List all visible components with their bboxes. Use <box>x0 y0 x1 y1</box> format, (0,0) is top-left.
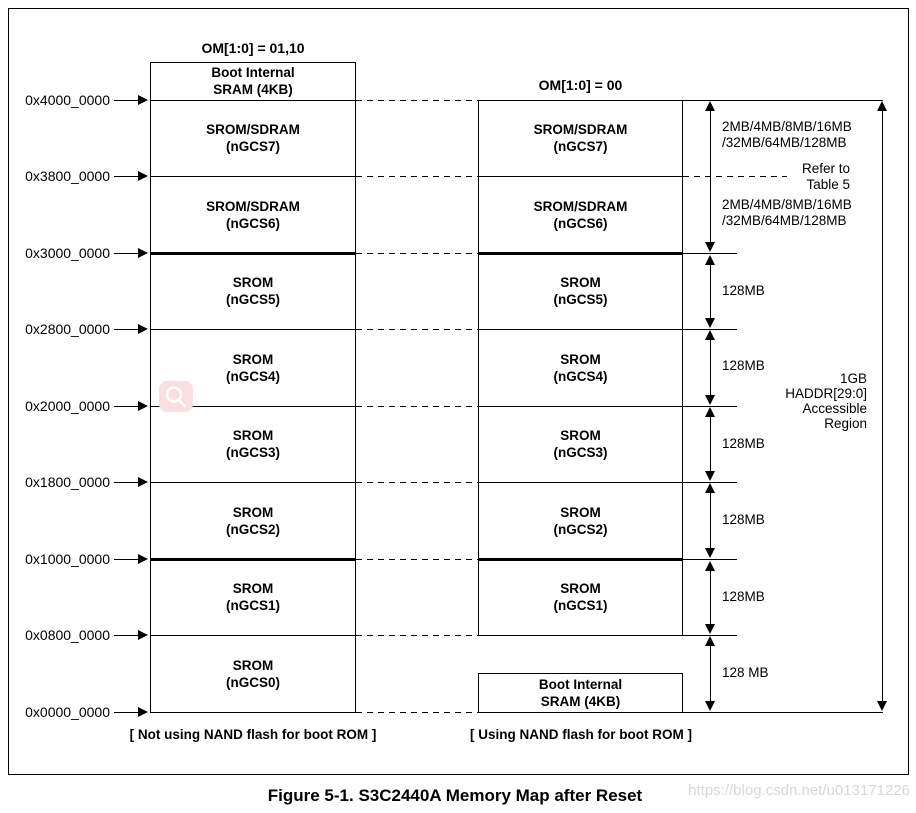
address-arrow <box>114 401 148 411</box>
address-arrow <box>114 171 148 181</box>
memory-cell-boot-sram-right: Boot Internal SRAM (4KB) <box>538 677 623 709</box>
dashed-extension-line <box>683 176 787 177</box>
address-label: 0x3000_0000 <box>25 245 110 261</box>
address-label: 0x3800_0000 <box>25 168 110 184</box>
dimension-arrow <box>705 101 715 252</box>
memory-cell-ngcs3-right: SROM (nGCS3) <box>553 428 608 460</box>
address-arrow <box>114 630 148 640</box>
boundary-line-bold <box>479 558 682 561</box>
memory-cell-ngcs7-left: SROM/SDRAM (nGCS7) <box>206 122 300 154</box>
address-arrow <box>114 95 148 105</box>
address-label: 0x4000_0000 <box>25 92 110 108</box>
dashed-connector <box>356 176 478 177</box>
tick-line <box>683 559 737 560</box>
tick-line <box>683 635 737 636</box>
dashed-connector <box>356 406 478 407</box>
dashed-connector <box>356 100 478 101</box>
memory-cell-ngcs1-right: SROM (nGCS1) <box>553 581 608 613</box>
boundary-line <box>151 406 355 407</box>
left-column-footer: [ Not using NAND flash for boot ROM ] <box>129 727 377 742</box>
boundary-line <box>151 176 355 177</box>
dimension-arrow <box>705 330 715 405</box>
dimension-arrow <box>705 561 715 634</box>
dashed-connector <box>356 253 478 254</box>
boundary-line-bold <box>479 252 682 255</box>
boundary-line-bold <box>151 252 355 255</box>
dimension-arrow <box>705 483 715 558</box>
tick-line <box>683 406 737 407</box>
dashed-connector <box>356 559 478 560</box>
bank-size-label: 128MB <box>722 283 765 298</box>
refer-to-table-note: Refer to Table 5 <box>801 161 850 192</box>
om-label-right: OM[1:0] = 00 <box>538 77 623 93</box>
left-memory-column <box>150 62 356 713</box>
memory-cell-ngcs2-left: SROM (nGCS2) <box>226 504 280 537</box>
boundary-line <box>479 176 682 177</box>
memory-cell-ngcs6-left: SROM/SDRAM (nGCS6) <box>206 198 300 231</box>
memory-cell-ngcs1-left: SROM (nGCS1) <box>226 581 280 613</box>
address-label: 0x1000_0000 <box>25 551 110 567</box>
size-label-ngcs6: 2MB/4MB/8MB/16MB /32MB/64MB/128MB <box>722 197 852 228</box>
address-arrow <box>114 324 148 334</box>
address-arrow <box>114 477 148 487</box>
right-column-footer: [ Using NAND flash for boot ROM ] <box>470 727 692 742</box>
address-label: 0x2000_0000 <box>25 398 110 414</box>
memory-cell-ngcs5-left: SROM (nGCS5) <box>226 275 280 307</box>
size-label-ngcs7: 2MB/4MB/8MB/16MB /32MB/64MB/128MB <box>722 119 852 150</box>
dashed-connector <box>356 482 478 483</box>
boundary-line <box>151 100 355 101</box>
address-arrow <box>114 707 148 717</box>
dimension-arrow <box>705 255 715 328</box>
address-label: 0x1800_0000 <box>25 474 110 490</box>
dimension-arrow <box>705 407 715 481</box>
right-memory-column <box>478 100 683 636</box>
boundary-line <box>479 406 682 407</box>
total-dimension-arrow <box>877 101 887 711</box>
memory-cell-ngcs4-left: SROM (nGCS4) <box>226 351 280 384</box>
figure-border <box>8 8 909 775</box>
memory-cell-ngcs2-right: SROM (nGCS2) <box>553 504 608 537</box>
boot-sram-box-right <box>478 673 683 713</box>
boundary-line <box>479 329 682 330</box>
memory-cell-ngcs4-right: SROM (nGCS4) <box>553 351 608 384</box>
bank-size-label: 128MB <box>722 512 765 527</box>
boundary-line <box>151 329 355 330</box>
magnifier-icon[interactable] <box>159 381 193 412</box>
memory-cell-ngcs3-left: SROM (nGCS3) <box>226 428 280 460</box>
dashed-connector <box>356 712 478 713</box>
bottom-extension-line <box>683 712 883 713</box>
dashed-connector <box>356 635 478 636</box>
boundary-line-bold <box>151 558 355 561</box>
memory-cell-ngcs6-right: SROM/SDRAM (nGCS6) <box>533 198 628 231</box>
bank-size-label: 128MB <box>722 436 765 451</box>
bank-size-label: 128MB <box>722 589 765 604</box>
address-arrow <box>114 554 148 564</box>
figure-caption: Figure 5-1. S3C2440A Memory Map after Re… <box>267 786 643 805</box>
tick-line <box>683 253 737 254</box>
bank-size-label: 128 MB <box>722 665 769 680</box>
address-label: 0x2800_0000 <box>25 321 110 337</box>
boundary-line <box>151 482 355 483</box>
address-label: 0x0000_0000 <box>25 704 110 720</box>
top-extension-line <box>683 100 883 101</box>
tick-line <box>683 329 737 330</box>
dimension-arrow <box>705 636 715 711</box>
boundary-line <box>479 482 682 483</box>
accessible-region-label: 1GB HADDR[29:0] Accessible Region <box>785 371 867 431</box>
address-arrow <box>114 248 148 258</box>
memory-cell-ngcs7-right: SROM/SDRAM (nGCS7) <box>533 122 628 154</box>
memory-cell-ngcs5-right: SROM (nGCS5) <box>553 275 608 307</box>
bank-size-label: 128MB <box>722 358 765 373</box>
boundary-line <box>151 635 355 636</box>
tick-line <box>683 482 737 483</box>
memory-cell-boot-sram-left: Boot Internal SRAM (4KB) <box>211 65 295 97</box>
om-label-left: OM[1:0] = 01,10 <box>201 40 305 56</box>
dashed-connector <box>356 329 478 330</box>
memory-cell-ngcs0-left: SROM (nGCS0) <box>226 657 280 690</box>
magnifier-glyph <box>165 385 186 407</box>
address-label: 0x0800_0000 <box>25 627 110 643</box>
watermark: https://blog.csdn.net/u013171226 <box>688 782 910 799</box>
